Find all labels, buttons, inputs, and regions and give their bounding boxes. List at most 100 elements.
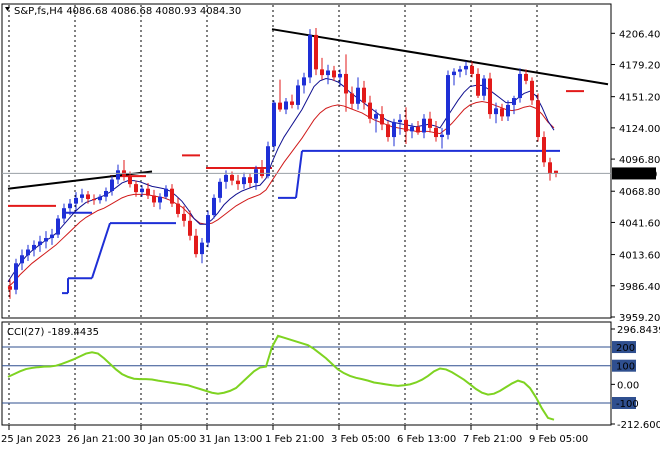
price-tick-label: 4068.80	[619, 187, 660, 198]
candle-body	[440, 134, 444, 138]
candle-body	[44, 238, 48, 242]
time-tick-label: 3 Feb 05:00	[331, 434, 390, 445]
candle-body	[428, 118, 432, 128]
candle-body	[74, 197, 78, 204]
candle-body	[110, 179, 114, 191]
candle-body	[56, 218, 60, 235]
candle-body	[80, 194, 84, 198]
trend-line-lower	[7, 170, 153, 190]
header-triangle-icon	[5, 7, 10, 11]
candle-body	[182, 213, 186, 221]
main-pane-frame	[1, 3, 612, 319]
price-tick-label: 4013.60	[619, 251, 660, 262]
candle-body	[392, 122, 396, 138]
candle-body	[332, 70, 336, 78]
price-tick-label: 4041.60	[619, 218, 660, 229]
cci-level-badge	[612, 397, 636, 410]
symbol-header-text: S&P,fs,H4 4086.68 4086.68 4080.93 4084.3…	[14, 6, 241, 17]
candle-body	[338, 73, 342, 78]
candles	[8, 28, 558, 299]
candle-body	[326, 70, 330, 76]
candle-body	[416, 126, 420, 133]
candle-body	[398, 119, 402, 123]
candle-body	[266, 146, 270, 177]
candle-body	[344, 73, 348, 94]
time-tick-label: 30 Jan 05:00	[133, 434, 196, 445]
time-tick-label: 9 Feb 05:00	[529, 434, 588, 445]
cci-tick-label: 100	[616, 362, 635, 373]
cci-header-text: CCI(27) -189.4435	[7, 327, 99, 338]
candle-body	[68, 203, 72, 209]
cci-axis: 296.8439 200 100 0.00 -100 -212.6001	[611, 325, 660, 431]
candle-body	[98, 196, 102, 201]
current-price-label: 4084.30	[616, 169, 657, 180]
price-tick-label: 4206.40	[619, 29, 660, 40]
candle-body	[434, 127, 438, 138]
candle-body	[146, 188, 150, 196]
candle-body	[410, 126, 414, 132]
price-tick-label: 4124.00	[619, 124, 660, 135]
candle-body	[224, 174, 228, 182]
time-tick-label: 25 Jan 2023	[1, 434, 61, 445]
cci-line	[7, 334, 555, 421]
price-tick-label: 3959.20	[619, 313, 660, 324]
cci-tick-label: 0.00	[617, 380, 639, 391]
cci-level-badge	[612, 341, 636, 354]
candle-body	[494, 108, 498, 115]
time-tick-label: 7 Feb 21:00	[463, 434, 522, 445]
candle-body	[506, 104, 510, 117]
candle-body	[176, 203, 180, 214]
candle-body	[260, 169, 264, 177]
candle-body	[206, 215, 210, 243]
price-tick-label: 3986.40	[619, 282, 660, 293]
time-axis: 25 Jan 2023 26 Jan 21:00 30 Jan 05:00 31 Ja…	[1, 425, 588, 445]
candle-body	[26, 249, 30, 256]
candle-body	[140, 188, 144, 193]
candle-body	[284, 101, 288, 110]
symbol-header: S&P,fs,H4 4086.68 4086.68 4080.93 4084.3…	[5, 6, 241, 17]
candle-body	[374, 114, 378, 119]
price-tick-label: 4179.20	[619, 61, 660, 72]
vertical-grid	[8, 5, 538, 424]
candle-body	[164, 188, 168, 197]
candle-body	[446, 75, 450, 135]
candle-body	[542, 137, 546, 163]
candle-body	[476, 73, 480, 96]
cci-series	[7, 334, 555, 421]
cci-tick-label: -212.6001	[617, 420, 660, 431]
candle-body	[128, 176, 132, 185]
price-axis: 4206.40 4179.20 4151.20 4124.00 4096.80 4068.…	[611, 29, 660, 324]
time-tick-label: 6 Feb 13:00	[397, 434, 456, 445]
candle-body	[188, 220, 192, 236]
candle-body	[212, 197, 216, 216]
candle-body	[236, 180, 240, 185]
candle-body	[368, 102, 372, 119]
candle-body	[104, 190, 108, 197]
candle-body	[356, 87, 360, 104]
candle-body	[248, 177, 252, 183]
candle-body	[278, 102, 282, 110]
time-tick-label: 1 Feb 21:00	[265, 434, 324, 445]
candle-body	[50, 234, 54, 239]
candle-body	[530, 80, 534, 101]
candle-body	[536, 100, 540, 138]
candle-body	[380, 114, 384, 125]
candle-body	[194, 235, 198, 255]
candle-body	[8, 286, 12, 290]
candle-body	[20, 255, 24, 264]
candle-body	[308, 34, 312, 78]
candle-body	[500, 108, 504, 117]
candle-body	[458, 69, 462, 72]
candle-body	[512, 98, 516, 105]
candle-body	[38, 241, 42, 245]
candle-body	[92, 199, 96, 201]
candle-body	[482, 78, 486, 96]
candle-body	[296, 85, 300, 105]
stop-level-riser	[91, 222, 111, 279]
current-price-box	[612, 167, 656, 180]
candle-body	[554, 170, 558, 174]
candle-body	[290, 101, 294, 105]
candle-body	[362, 87, 366, 103]
candle-body	[518, 73, 522, 99]
